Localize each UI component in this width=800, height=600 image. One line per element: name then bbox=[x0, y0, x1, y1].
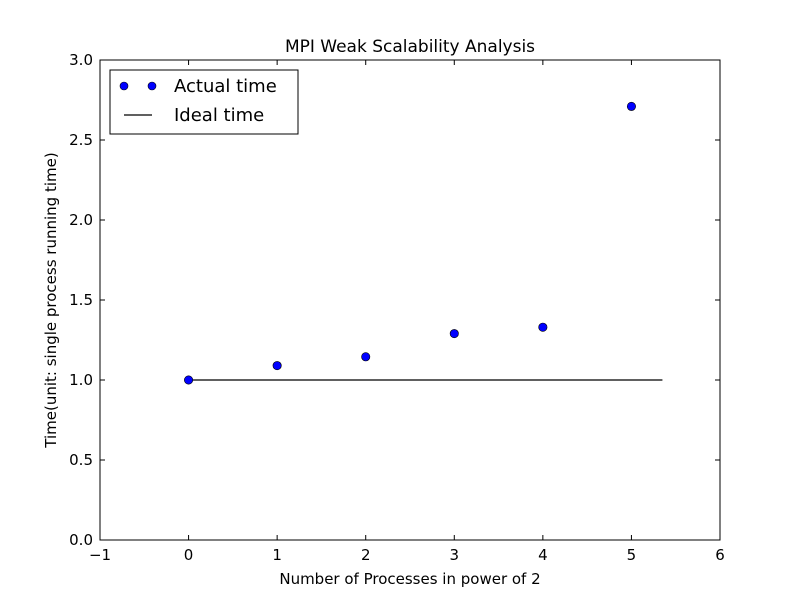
x-axis-label: Number of Processes in power of 2 bbox=[279, 570, 540, 588]
data-point-actual-time bbox=[272, 361, 282, 371]
data-point-actual-time bbox=[361, 352, 371, 362]
y-tick-label: 1.5 bbox=[69, 291, 93, 309]
y-tick-label: 1.0 bbox=[69, 371, 93, 389]
x-tick-label: 6 bbox=[715, 546, 725, 564]
data-point-actual-time bbox=[449, 329, 459, 339]
x-axis-ticks: −1 0 1 2 3 4 5 6 bbox=[89, 60, 725, 564]
x-tick-label: 3 bbox=[450, 546, 460, 564]
y-tick-label: 0.5 bbox=[69, 451, 93, 469]
y-tick-label: 0.0 bbox=[69, 531, 93, 549]
plot-content bbox=[184, 101, 663, 385]
data-point-actual-time bbox=[538, 322, 548, 332]
chart-title: MPI Weak Scalability Analysis bbox=[285, 37, 535, 57]
y-axis-ticks: 0.0 0.5 1.0 1.5 2.0 2.5 3.0 bbox=[69, 51, 720, 549]
legend: Actual time Ideal time bbox=[109, 69, 299, 135]
x-tick-label: 0 bbox=[184, 546, 194, 564]
legend-label-actual-time: Actual time bbox=[174, 76, 277, 97]
x-tick-label: −1 bbox=[89, 546, 111, 564]
legend-marker-actual-time-1 bbox=[119, 81, 129, 91]
legend-box bbox=[109, 69, 299, 135]
x-tick-label: 1 bbox=[272, 546, 282, 564]
y-axis-label: Time(unit: single process running time) bbox=[42, 152, 60, 448]
x-tick-label: 2 bbox=[361, 546, 371, 564]
x-tick-label: 4 bbox=[538, 546, 548, 564]
x-tick-label: 5 bbox=[627, 546, 637, 564]
legend-label-ideal-time: Ideal time bbox=[174, 105, 264, 126]
y-tick-label: 2.5 bbox=[69, 131, 93, 149]
data-point-actual-time bbox=[184, 375, 194, 385]
legend-marker-actual-time-2 bbox=[147, 81, 157, 91]
data-point-actual-time bbox=[626, 101, 636, 111]
y-tick-label: 3.0 bbox=[69, 51, 93, 69]
y-tick-label: 2.0 bbox=[69, 211, 93, 229]
